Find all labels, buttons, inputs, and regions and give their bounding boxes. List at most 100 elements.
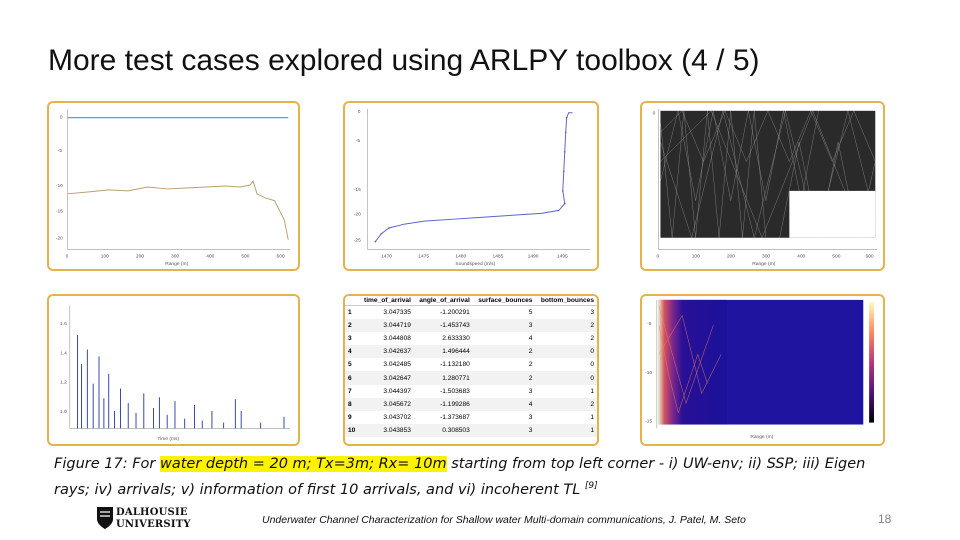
- footer-text: Underwater Channel Characterization for …: [262, 514, 746, 526]
- caption-highlight: water depth = 20 m; Tx=3m; Rx= 10m: [159, 456, 447, 472]
- table-header: surface_bounces: [472, 296, 536, 306]
- svg-text:1.4: 1.4: [60, 350, 67, 356]
- uw-env-plot: 0 -5 -10 -15 -20 0 100 200 300 400 500 6…: [56, 108, 291, 267]
- svg-text:400: 400: [797, 253, 805, 259]
- svg-text:300: 300: [762, 253, 770, 259]
- shield-icon: [97, 507, 113, 529]
- arrivals-xlabel: Time (ms): [157, 436, 179, 442]
- table-cell: 3.042647: [358, 371, 414, 385]
- table-cell: 3.044397: [383, 387, 411, 395]
- svg-text:0: 0: [358, 109, 361, 115]
- table-cell: 2: [472, 345, 536, 359]
- table-cell: 7: [348, 387, 352, 395]
- table-header: bottom_bounces: [535, 296, 597, 306]
- svg-text:-15: -15: [56, 208, 63, 214]
- svg-text:200: 200: [727, 253, 735, 259]
- svg-text:1475: 1475: [418, 253, 429, 259]
- ssp-xlabel: Soundspeed (m/s): [455, 261, 495, 267]
- table-row: 2 3.044719 -1.453743 3 2: [345, 318, 597, 332]
- table-cell: 2: [472, 371, 536, 385]
- svg-text:1.6: 1.6: [60, 321, 67, 327]
- svg-text:0: 0: [60, 115, 63, 121]
- ssp-curve: [374, 112, 573, 242]
- incoherent-tl-plot-panel: -5 -10 -15 Range (m): [640, 294, 885, 446]
- table-cell: -1.132180: [440, 361, 470, 369]
- arrivals-table: time_of_arrival angle_of_arrival surface…: [345, 296, 597, 438]
- table-cell: 3.047335: [383, 308, 411, 316]
- svg-text:600: 600: [277, 253, 285, 259]
- ssp-plot: 0 -5 -15 -20 -25 1470 1475 1480 1485 149…: [354, 109, 591, 267]
- arrivals-table-panel: time_of_arrival angle_of_arrival surface…: [343, 294, 599, 446]
- uw-env-xlabel: Range (m): [165, 261, 188, 267]
- table-header: [345, 296, 359, 306]
- svg-text:200: 200: [136, 253, 144, 259]
- table-cell: 5: [528, 308, 533, 316]
- table-cell: 0: [590, 361, 594, 369]
- svg-text:1480: 1480: [455, 253, 466, 259]
- svg-text:-20: -20: [354, 211, 361, 217]
- caption-reference: [9]: [584, 481, 598, 491]
- table-cell: 0.308503: [413, 424, 473, 438]
- table-row: 5 3.042485 -1.132180 2 0: [345, 358, 597, 371]
- table-cell: -1.453743: [413, 318, 473, 332]
- table-cell: 3.044808: [383, 334, 411, 342]
- page-number: 18: [878, 512, 892, 526]
- table-row: 6 3.042647 1.280771 2 0: [345, 371, 597, 385]
- table-cell: 1.280771: [413, 371, 473, 385]
- table-cell: 2: [535, 318, 597, 332]
- table-cell: 2: [590, 334, 594, 342]
- table-row: 4 3.042637 1.496444 2 0: [345, 345, 597, 359]
- svg-text:-5: -5: [356, 138, 361, 144]
- table-cell: 3: [348, 334, 352, 342]
- table-cell: -1.199286: [413, 397, 473, 411]
- table-cell: 3.043853: [358, 424, 414, 438]
- table-cell: 8: [345, 397, 359, 411]
- arrivals-plot-panel: 1.6 1.4 1.2 1.0 Time (ms): [47, 294, 300, 446]
- table-cell: 3: [528, 387, 533, 395]
- svg-text:-25: -25: [354, 238, 361, 244]
- svg-text:0: 0: [66, 253, 69, 259]
- table-cell: 1: [535, 424, 597, 438]
- table-header-row: time_of_arrival angle_of_arrival surface…: [345, 296, 597, 306]
- logo-line2: UNIVERSITY: [116, 519, 191, 530]
- table-cell: 2.633330: [442, 334, 470, 342]
- table-cell: -1.200291: [440, 308, 470, 316]
- logo-line1: DALHOUSIE: [116, 507, 188, 518]
- caption-text: Figure 17: For: [54, 456, 160, 472]
- slide-title: More test cases explored using ARLPY too…: [48, 44, 760, 77]
- table-cell: 0: [535, 371, 597, 385]
- svg-text:0: 0: [653, 111, 656, 117]
- table-cell: 3: [528, 414, 533, 422]
- table-row: 1 3.047335 -1.200291 5 3: [345, 306, 597, 319]
- dalhousie-logo: DALHOUSIE UNIVERSITY: [96, 506, 196, 532]
- table-cell: 3: [590, 308, 594, 316]
- table-cell: 4: [345, 345, 359, 359]
- svg-text:1.0: 1.0: [60, 409, 67, 415]
- table-cell: 3.042637: [358, 345, 414, 359]
- table-cell: 1.496444: [413, 345, 473, 359]
- table-cell: 3: [472, 424, 536, 438]
- table-cell: 2: [345, 318, 359, 332]
- table-row: 10 3.043853 0.308503 3 1: [345, 424, 597, 438]
- svg-text:1.2: 1.2: [60, 380, 67, 386]
- table-cell: 1: [590, 387, 594, 395]
- svg-text:100: 100: [692, 253, 700, 259]
- table-cell: 2: [528, 361, 533, 369]
- table-cell: -1.503683: [440, 387, 470, 395]
- svg-text:600: 600: [866, 253, 874, 259]
- table-row: 8 3.045672 -1.199286 4 2: [345, 397, 597, 411]
- table-header: time_of_arrival: [358, 296, 414, 306]
- caption-text: starting from top left corner - i) UW-en…: [54, 456, 866, 498]
- svg-text:300: 300: [171, 253, 179, 259]
- arrival-stems: [77, 334, 285, 429]
- svg-text:500: 500: [241, 253, 249, 259]
- svg-text:1470: 1470: [381, 253, 392, 259]
- table-cell: 5: [348, 361, 352, 369]
- table-cell: 9: [348, 414, 352, 422]
- svg-text:-15: -15: [645, 419, 652, 425]
- svg-text:100: 100: [101, 253, 109, 259]
- eigen-xlabel: Range (m): [752, 261, 775, 267]
- ssp-plot-panel: 0 -5 -15 -20 -25 1470 1475 1480 1485 149…: [343, 101, 599, 271]
- svg-text:-15: -15: [354, 187, 361, 193]
- table-cell: 3: [472, 318, 536, 332]
